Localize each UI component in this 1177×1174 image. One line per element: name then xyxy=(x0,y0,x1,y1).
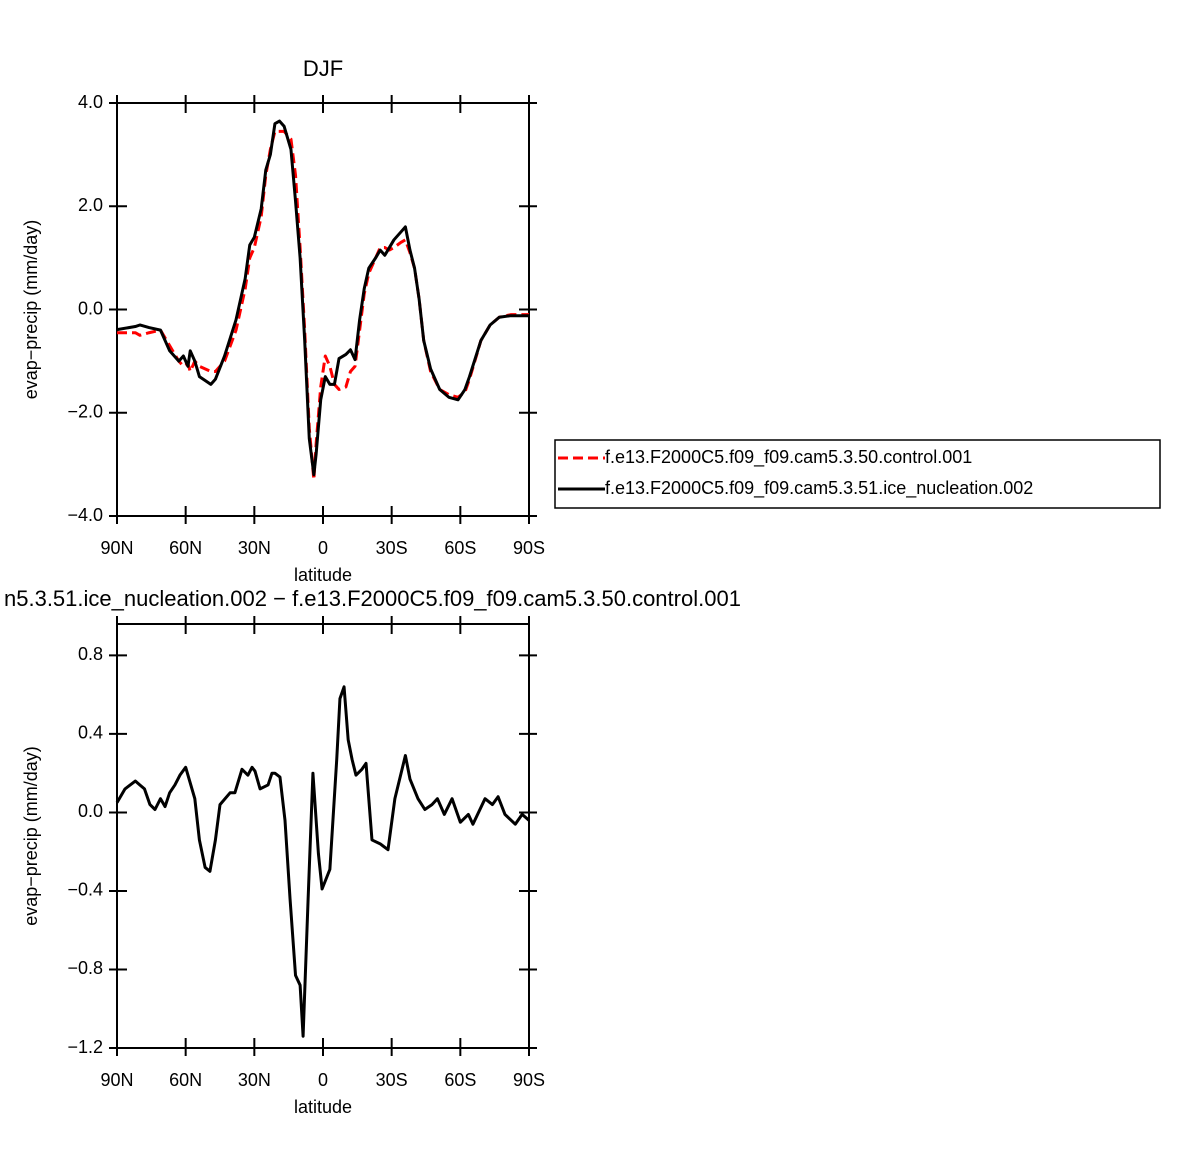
x-axis-label: latitude xyxy=(294,565,352,585)
data-line xyxy=(116,119,529,477)
y-tick-label: 0.4 xyxy=(78,723,103,743)
x-tick-label: 90N xyxy=(100,1070,133,1090)
plot-frame xyxy=(116,623,530,1049)
plot-frame xyxy=(116,102,530,517)
x-tick-label: 90N xyxy=(100,538,133,558)
x-tick-label: 30S xyxy=(376,538,408,558)
x-tick-label: 30N xyxy=(238,538,271,558)
data-line xyxy=(117,129,529,482)
x-tick-label: 60N xyxy=(169,538,202,558)
legend-box xyxy=(554,439,1161,509)
y-tick-label: 0.0 xyxy=(78,801,103,821)
y-axis-label: evap−precip (mm/day) xyxy=(21,220,41,400)
x-tick-label: 60S xyxy=(444,1070,476,1090)
x-tick-label: 30N xyxy=(238,1070,271,1090)
y-tick-label: −0.8 xyxy=(67,958,103,978)
x-tick-label: 60S xyxy=(444,538,476,558)
y-tick-label: 0.8 xyxy=(78,644,103,664)
y-tick-label: 2.0 xyxy=(78,195,103,215)
data-line xyxy=(115,685,530,1038)
x-tick-label: 90S xyxy=(513,538,545,558)
x-tick-label: 0 xyxy=(318,538,328,558)
legend-label: f.e13.F2000C5.f09_f09.cam5.3.50.control.… xyxy=(605,447,972,468)
y-tick-label: −0.4 xyxy=(67,880,103,900)
y-tick-label: 0.0 xyxy=(78,298,103,318)
y-tick-label: −2.0 xyxy=(67,402,103,422)
y-tick-label: −4.0 xyxy=(67,505,103,525)
chart-title: n5.3.51.ice_nucleation.002 − f.e13.F2000… xyxy=(4,586,741,611)
x-tick-label: 30S xyxy=(376,1070,408,1090)
legend-label: f.e13.F2000C5.f09_f09.cam5.3.51.ice_nucl… xyxy=(605,478,1033,499)
x-tick-label: 60N xyxy=(169,1070,202,1090)
y-axis-label: evap−precip (mm/day) xyxy=(21,746,41,926)
chart-title: DJF xyxy=(303,56,343,81)
y-tick-label: −1.2 xyxy=(67,1037,103,1057)
x-tick-label: 90S xyxy=(513,1070,545,1090)
x-axis-label: latitude xyxy=(294,1097,352,1117)
y-tick-label: 4.0 xyxy=(78,92,103,112)
x-tick-label: 0 xyxy=(318,1070,328,1090)
